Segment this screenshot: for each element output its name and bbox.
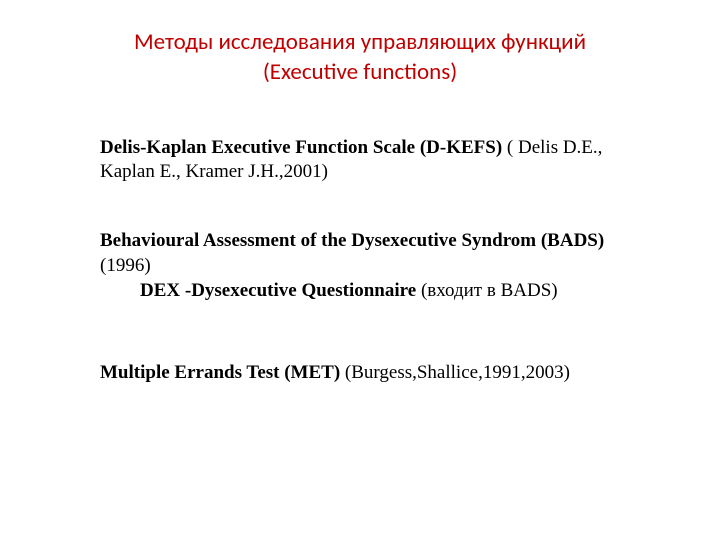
- slide-title: Методы исследования управляющих функций …: [100, 28, 620, 88]
- entry-dex-name: DEX -Dysexecutive Questionnaire: [140, 280, 416, 301]
- entry-dkefs: Delis-Kaplan Executive Function Scale (D…: [100, 136, 620, 185]
- title-line-2: (Executive functions): [100, 58, 620, 88]
- entry-met-citation: (Burgess,Shallice,1991,2003): [340, 362, 570, 383]
- title-line-1: Методы исследования управляющих функций: [100, 28, 620, 58]
- entry-bads-sub: DEX -Dysexecutive Questionnaire (входит …: [100, 279, 620, 304]
- entry-met: Multiple Errands Test (MET) (Burgess,Sha…: [100, 361, 620, 386]
- entry-bads: Behavioural Assessment of the Dysexecuti…: [100, 229, 620, 303]
- entry-dkefs-name: Delis-Kaplan Executive Function Scale (D…: [100, 137, 502, 158]
- entry-met-name: Multiple Errands Test (MET): [100, 362, 340, 383]
- entry-dex-note: (входит в BADS): [416, 280, 557, 301]
- entry-bads-citation: (1996): [100, 255, 151, 276]
- entry-bads-name: Behavioural Assessment of the Dysexecuti…: [100, 230, 604, 251]
